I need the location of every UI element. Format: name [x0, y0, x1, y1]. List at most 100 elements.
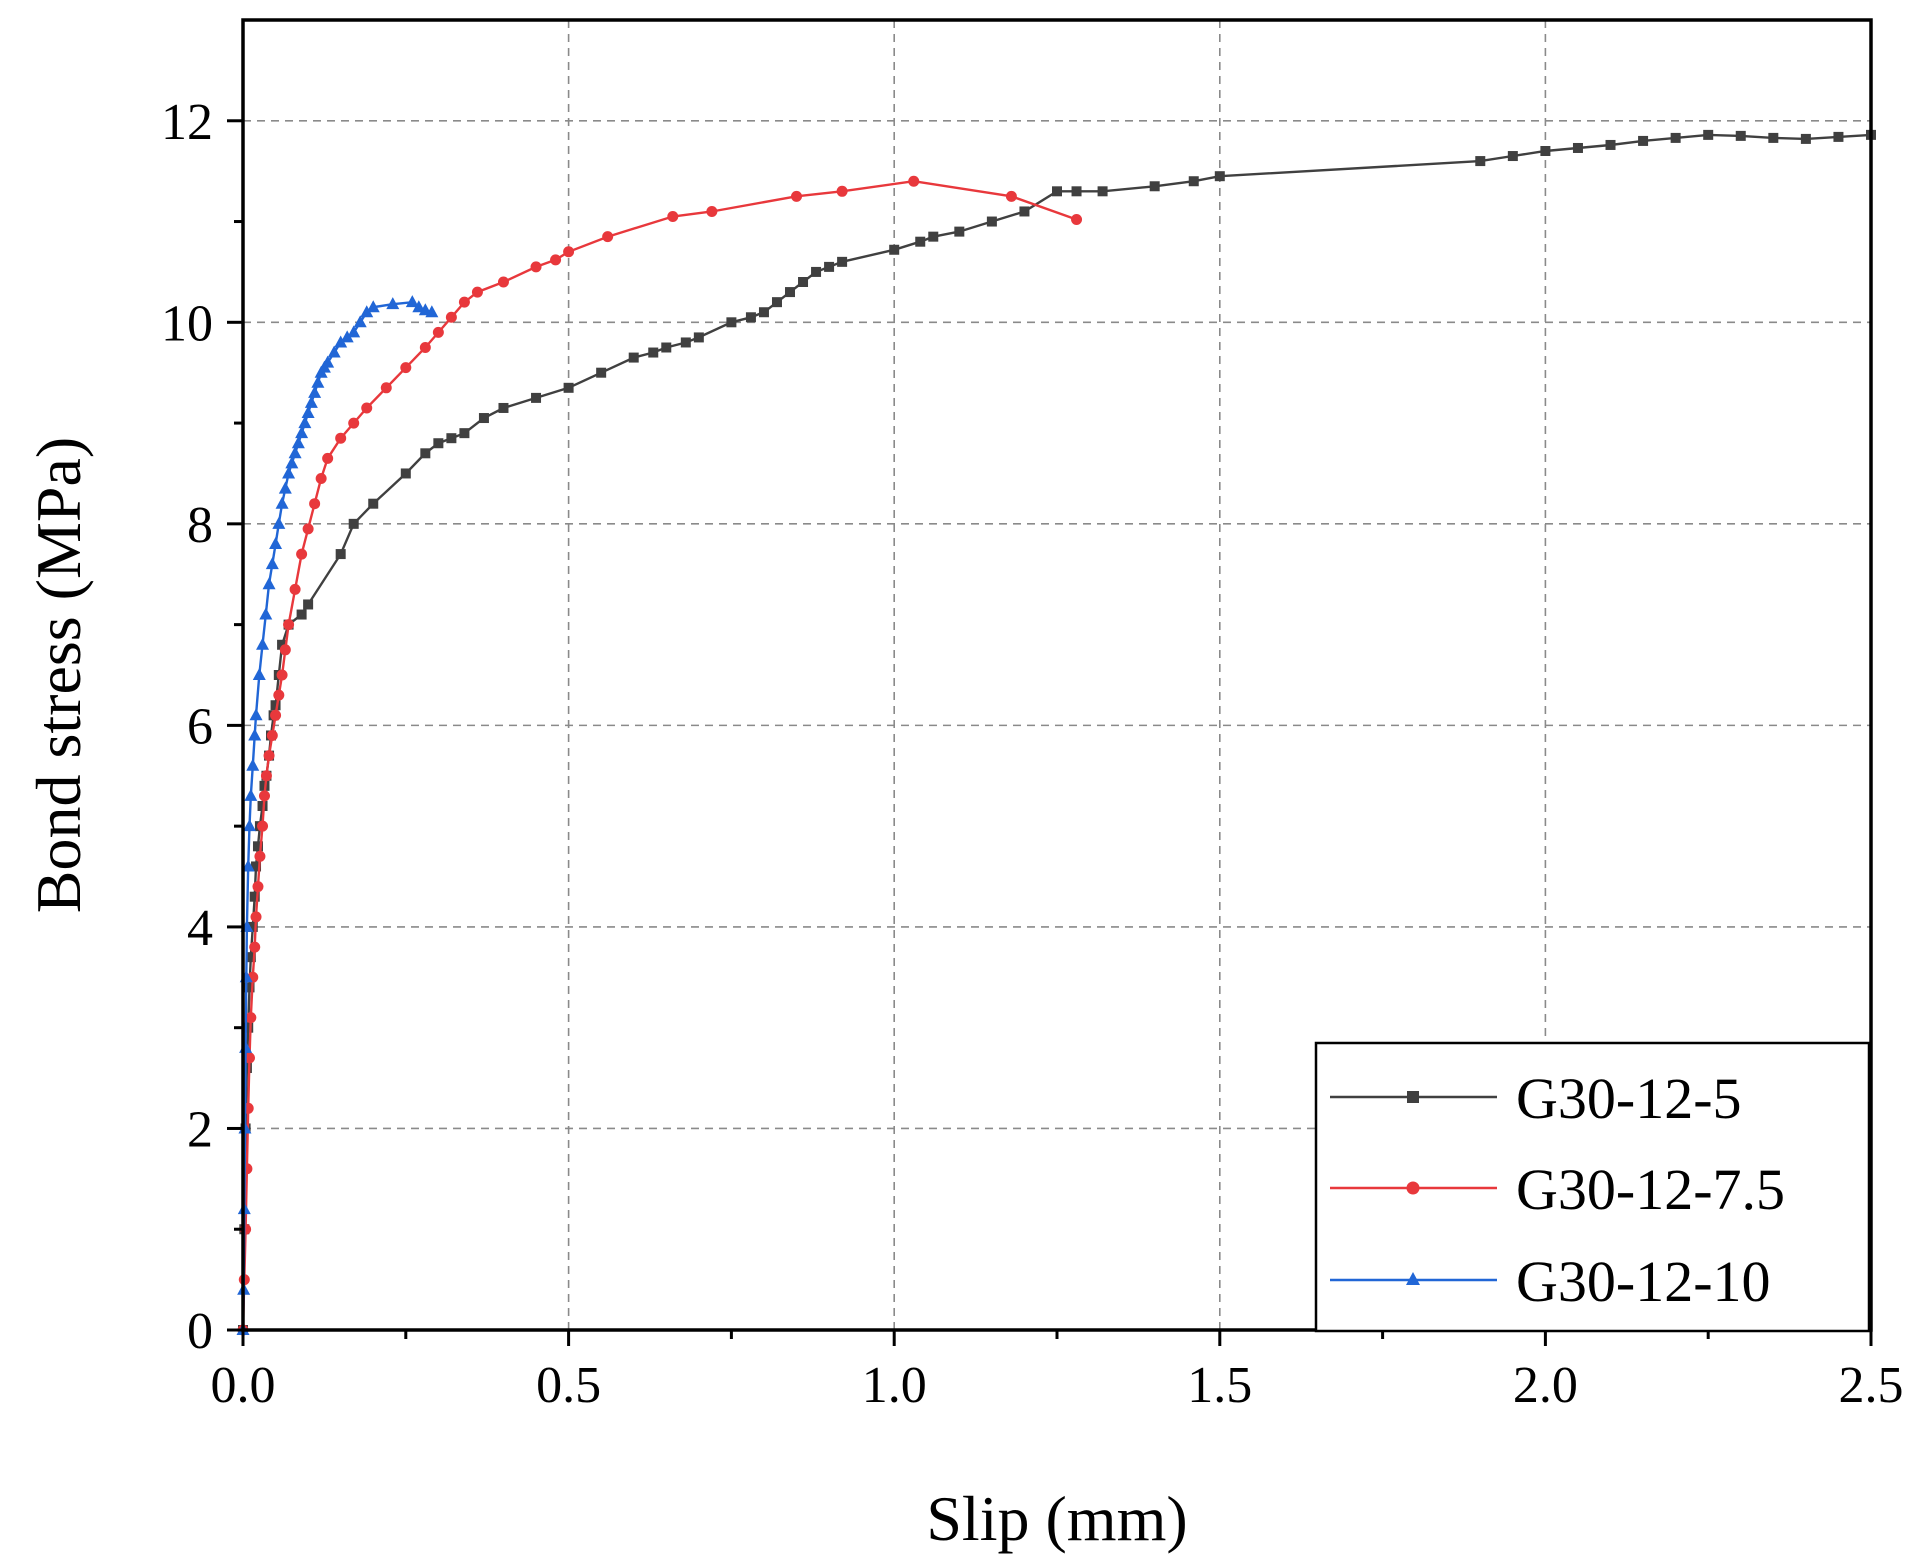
data-point-g30-12-5: [1052, 186, 1062, 197]
data-point-g30-12-5: [335, 549, 346, 560]
data-point-g30-12-5: [837, 256, 848, 267]
data-point-g30-12-5: [296, 609, 307, 620]
data-point-g30-12-5: [745, 312, 756, 323]
data-point-g30-12-10: [275, 496, 289, 509]
plot-frame: [241, 18, 1873, 1332]
data-point-g30-12-7-5: [263, 750, 275, 762]
data-point-g30-12-10: [285, 456, 299, 469]
axis-ticks: 0.0 0.5 1.0 1.5 2.0 2.5 0 2 4 6 8 10 12: [161, 94, 1904, 1414]
data-point-g30-12-7-5: [283, 619, 295, 631]
data-point-g30-12-7-5: [471, 286, 483, 298]
data-point-g30-12-5: [1188, 176, 1199, 187]
x-tick-label: 2.5: [1839, 1357, 1904, 1414]
data-point-g30-12-10: [248, 728, 262, 741]
data-point-g30-12-5: [915, 236, 926, 247]
data-point-g30-12-5: [420, 448, 431, 459]
series-line-g30-12-7-5: [241, 179, 1077, 1331]
data-point-g30-12-7-5: [361, 402, 373, 414]
data-point-g30-12-5: [243, 1022, 254, 1033]
data-point-g30-12-10: [308, 385, 322, 398]
data-point-g30-12-10: [291, 436, 305, 449]
data-point-g30-12-5: [277, 639, 288, 650]
data-point-g30-12-5: [758, 307, 769, 318]
data-point-g30-12-10: [272, 516, 286, 529]
x-axis-title: Slip (mm): [926, 1483, 1187, 1554]
data-point-g30-12-7-5: [279, 644, 291, 656]
data-point-g30-12-7-5: [530, 261, 542, 273]
data-point-g30-12-10: [241, 859, 255, 872]
data-point-g30-12-5: [257, 801, 268, 811]
y-tick-label: 10: [161, 295, 213, 352]
data-point-g30-12-7-5: [260, 770, 272, 782]
data-point-g30-12-7-5: [908, 175, 920, 187]
data-point-g30-12-5: [954, 226, 965, 237]
data-point-g30-12-5: [811, 266, 822, 277]
data-point-g30-12-5: [771, 297, 782, 308]
data-point-g30-12-7-5: [257, 820, 269, 832]
data-point-g30-12-5: [680, 337, 691, 348]
data-point-g30-12-7-5: [667, 211, 679, 222]
y-tick-label: 2: [187, 1101, 213, 1158]
data-point-g30-12-10: [405, 295, 419, 308]
data-point-g30-12-7-5: [497, 276, 509, 288]
data-point-g30-12-5: [531, 392, 542, 403]
data-point-g30-12-5: [251, 861, 262, 872]
x-tick-label: 0.0: [211, 1357, 276, 1414]
legend-label-g30-12-5: G30-12-5: [1516, 1066, 1742, 1131]
data-point-g30-12-10: [366, 300, 380, 313]
data-point-g30-12-5: [628, 352, 639, 363]
data-point-g30-12-7-5: [254, 850, 266, 862]
x-tick-label: 1.5: [1187, 1357, 1252, 1414]
legend-marker-g30-12-7-5: [1406, 1181, 1420, 1195]
data-point-g30-12-10: [412, 300, 426, 313]
data-point-g30-12-5: [270, 700, 281, 711]
data-point-g30-12-7-5: [250, 911, 262, 923]
data-point-g30-12-10: [259, 607, 273, 620]
data-point-g30-12-5: [798, 277, 809, 287]
data-point-g30-12-5: [400, 468, 411, 479]
data-point-g30-12-7-5: [550, 254, 562, 266]
data-point-g30-12-5: [244, 982, 255, 993]
data-point-g30-12-5: [785, 287, 796, 298]
data-point-g30-12-10: [288, 446, 302, 459]
data-point-g30-12-5: [1540, 146, 1551, 156]
data-point-g30-12-5: [693, 332, 704, 343]
data-point-g30-12-5: [241, 1063, 252, 1073]
data-point-g30-12-5: [1149, 181, 1160, 192]
data-point-g30-12-7-5: [296, 548, 308, 560]
x-tick-label: 0.5: [536, 1357, 601, 1414]
data-point-g30-12-5: [986, 216, 997, 227]
data-point-g30-12-10: [347, 325, 361, 338]
data-point-g30-12-5: [1097, 186, 1108, 197]
data-point-g30-12-10: [334, 335, 348, 348]
data-point-g30-12-10: [360, 305, 374, 318]
data-point-g30-12-5: [1507, 151, 1518, 162]
data-point-g30-12-10: [244, 788, 258, 801]
data-point-g30-12-7-5: [289, 583, 301, 595]
data-point-g30-12-10: [340, 330, 354, 343]
data-point-g30-12-5: [478, 413, 489, 424]
data-point-g30-12-7-5: [419, 342, 431, 353]
data-point-g30-12-10: [256, 637, 270, 650]
data-point-g30-12-7-5: [458, 296, 470, 308]
data-point-g30-12-10: [265, 557, 279, 570]
data-point-g30-12-10: [304, 395, 318, 408]
data-point-g30-12-5: [252, 841, 263, 852]
data-point-g30-12-7-5: [706, 205, 718, 217]
data-point-g30-12-7-5: [309, 498, 321, 510]
data-point-g30-12-7-5: [432, 326, 444, 338]
data-point-g30-12-10: [425, 305, 439, 318]
data-point-g30-12-5: [1475, 156, 1486, 167]
data-point-g30-12-5: [1071, 186, 1082, 197]
data-point-g30-12-7-5: [335, 432, 347, 444]
data-point-g30-12-5: [1670, 132, 1681, 143]
data-point-g30-12-5: [368, 498, 379, 509]
data-point-g30-12-10: [246, 758, 260, 771]
data-point-g30-12-5: [726, 317, 737, 328]
data-point-g30-12-5: [1019, 206, 1030, 217]
data-point-g30-12-10: [321, 355, 335, 368]
data-point-g30-12-5: [446, 433, 457, 444]
data-point-g30-12-5: [249, 891, 260, 902]
y-tick-label: 0: [187, 1303, 213, 1360]
